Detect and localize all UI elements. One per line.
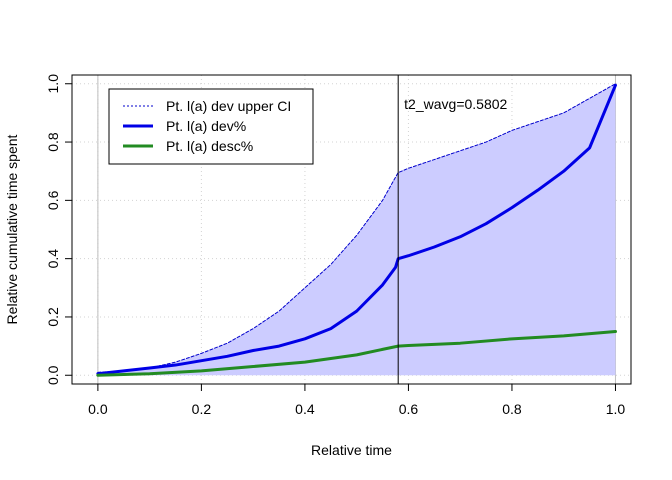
y-tick-label: 0.8 xyxy=(45,132,61,152)
upper-ci-shaded-area xyxy=(97,83,616,376)
x-tick-label: 0.6 xyxy=(399,401,419,417)
x-axis: 0.0 0.2 0.4 0.6 0.8 1.0 xyxy=(88,383,626,417)
legend-label-1: Pt. l(a) dev% xyxy=(166,118,246,134)
x-axis-title: Relative time xyxy=(311,442,392,458)
y-tick-label: 0.4 xyxy=(45,249,61,269)
x-tick-label: 0.4 xyxy=(295,401,315,417)
x-tick-label: 0.8 xyxy=(502,401,522,417)
y-tick-label: 0.6 xyxy=(45,190,61,210)
x-tick-label: 0.0 xyxy=(88,401,108,417)
y-tick-label: 0.0 xyxy=(45,365,61,385)
y-tick-label: 1.0 xyxy=(45,74,61,94)
y-tick-label: 0.2 xyxy=(45,307,61,327)
legend-label-2: Pt. l(a) desc% xyxy=(166,138,253,154)
series-layer xyxy=(96,83,617,377)
x-tick-label: 0.2 xyxy=(192,401,212,417)
t2-wavg-annotation: t2_wavg=0.5802 xyxy=(404,96,507,112)
legend: Pt. l(a) dev upper CI Pt. l(a) dev% Pt. l(… xyxy=(108,88,314,165)
legend-label-0: Pt. l(a) dev upper CI xyxy=(166,98,291,114)
series-line-1 xyxy=(96,83,617,376)
series-line-2 xyxy=(96,330,617,377)
y-axis-title: Relative cumulative time spent xyxy=(4,134,20,324)
y-axis: 0.0 0.2 0.4 0.6 0.8 1.0 xyxy=(45,74,72,385)
legend-box xyxy=(108,88,314,165)
series-line-0 xyxy=(97,83,616,373)
x-tick-label: 1.0 xyxy=(606,401,626,417)
